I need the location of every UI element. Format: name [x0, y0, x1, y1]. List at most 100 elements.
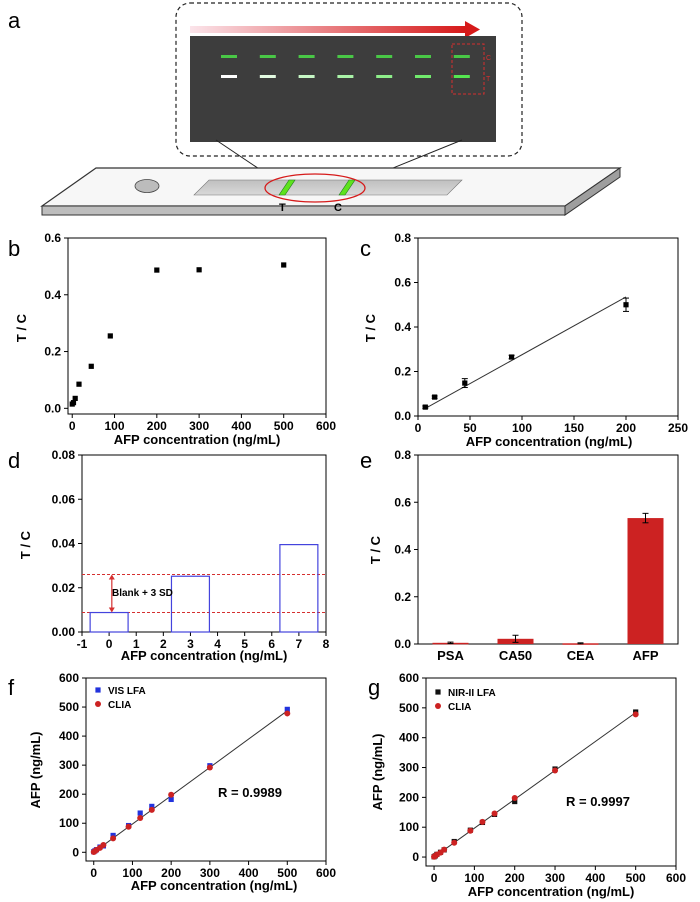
data-point — [623, 302, 629, 308]
fit-line — [425, 296, 627, 409]
b-xtick-label: 600 — [316, 419, 336, 433]
bar — [170, 575, 211, 633]
b-xtick-label: 400 — [231, 419, 251, 433]
data-point — [552, 767, 559, 774]
plot-f-ticks: 0 100 200 300 400 500 600 0 100 200 300 400 500 600 — [59, 671, 336, 880]
plot-b-marks — [69, 262, 287, 407]
legend-marker — [435, 689, 441, 695]
b-ytick-label: 0.2 — [44, 345, 61, 359]
panel-g: g 0 100 200 300 400 500 600 0 100 200 300 400 500 600… — [368, 671, 686, 899]
fit-line — [93, 710, 288, 853]
cassette-front — [41, 205, 566, 216]
plot-g-legend: NIR-II LFA CLIA — [435, 688, 496, 713]
plot-g-ticks: 0 100 200 300 400 500 600 0 100 200 300 400 500 600 — [399, 671, 686, 885]
legend-label: NIR-II LFA — [448, 688, 496, 699]
g-ytick-label: 600 — [399, 671, 419, 685]
plot-c-ylabel: T / C — [363, 313, 378, 342]
g-ytick-label: 500 — [399, 701, 419, 715]
panel-d: d -1 0 1 2 3 4 5 6 7 8 0.00 0.02 0.04 0.06 0.08 Blank … — [8, 448, 330, 663]
b-xtick-label: 500 — [274, 419, 294, 433]
plot-g-annotation: R = 0.9997 — [566, 794, 630, 809]
concentration-label: 3 — [264, 10, 271, 25]
data-point — [512, 798, 518, 805]
e-ytick-label: 0.4 — [394, 543, 411, 557]
f-ytick-label: 400 — [59, 729, 79, 743]
f-ytick-label: 300 — [59, 758, 79, 772]
concentration-label: 90 — [416, 10, 430, 25]
d-xtick-label: 0 — [106, 637, 113, 651]
highlight-box — [451, 43, 485, 95]
control-line — [337, 55, 354, 58]
d-xtick-label: 6 — [268, 637, 275, 651]
data-point — [110, 835, 117, 842]
control-line — [221, 55, 237, 58]
panel-e-label: e — [360, 448, 372, 473]
bar — [627, 518, 664, 644]
g-ytick-label: 100 — [399, 820, 419, 834]
c-xtick-label: 200 — [616, 421, 636, 435]
plot-g-marks — [431, 709, 639, 860]
legend-label: CLIA — [108, 700, 131, 711]
panel-f: f 0 100 200 300 400 500 600 0 100 200 300 400 500 600… — [8, 671, 336, 893]
data-point — [284, 710, 291, 717]
plot-d-xlabel: AFP concentration (ng/mL) — [121, 648, 288, 663]
strip-label-t: T — [279, 202, 286, 214]
data-point — [154, 267, 160, 273]
b-ytick-label: 0.6 — [44, 231, 61, 245]
data-point — [284, 706, 290, 712]
panel-d-label: d — [8, 448, 20, 473]
sd-arrow-head-bottom — [108, 607, 115, 613]
g-ytick-label: 400 — [399, 731, 419, 745]
plot-c-frame — [417, 237, 679, 417]
g-xtick-label: 600 — [666, 871, 686, 885]
plot-b-ylabel: T / C — [14, 313, 29, 342]
concentration-label: 45 — [377, 10, 391, 25]
c-ytick-label: 0.2 — [394, 365, 411, 379]
plot-b-xlabel: AFP concentration (ng/mL) — [114, 432, 281, 447]
g-ytick-label: 200 — [399, 790, 419, 804]
data-point — [196, 267, 202, 273]
d-ytick-label: 0.02 — [52, 581, 76, 595]
plot-d-annotation: Blank + 3 SD — [112, 588, 173, 599]
plot-f-marks — [90, 706, 291, 855]
f-ytick-label: 200 — [59, 787, 79, 801]
panel-e: e 0.0 0.2 0.4 0.6 0.8 PSA CA50 CEA AFP T / C — [360, 448, 679, 663]
plot-e-ticks: 0.0 0.2 0.4 0.6 0.8 PSA CA50 CEA AFP — [394, 448, 659, 663]
data-point — [451, 839, 458, 846]
plot-c-ticks: 0 50 100 150 200 250 0.0 0.2 0.4 0.6 0.8 — [394, 231, 688, 435]
g-xtick-label: 400 — [585, 871, 605, 885]
test-line — [415, 75, 431, 78]
legend-marker — [435, 703, 441, 709]
data-point — [632, 711, 639, 718]
plot-g-ylabel: AFP (ng/mL) — [370, 733, 385, 810]
data-point — [148, 806, 155, 813]
strip-zoom-circle — [264, 173, 366, 203]
f-xtick-label: 500 — [277, 866, 297, 880]
b-xtick-label: 100 — [105, 419, 125, 433]
c-ytick-label: 0.8 — [394, 231, 411, 245]
d-xtick-label: 4 — [214, 637, 221, 651]
f-xtick-label: 0 — [90, 866, 97, 880]
d-xtick-label: 7 — [296, 637, 303, 651]
d-ytick-label: 0.08 — [52, 448, 76, 462]
d-xtick-label: 3 — [187, 637, 194, 651]
gradient-arrow-shaft — [190, 26, 465, 33]
b-ytick-label: 0.0 — [44, 401, 61, 415]
cassette-side — [564, 167, 621, 216]
e-category-label: CEA — [567, 648, 595, 663]
plot-b-ticks: 0 100 200 300 400 500 600 0.0 0.2 0.4 0.6 — [44, 231, 336, 433]
plot-e-marks — [432, 512, 664, 645]
d-ytick-label: 0.00 — [52, 625, 76, 639]
c-xtick-label: 150 — [564, 421, 584, 435]
e-ytick-label: 0.0 — [394, 637, 411, 651]
line-label-t: T — [486, 76, 491, 83]
c-ytick-label: 0.0 — [394, 409, 411, 423]
strip-lines — [221, 55, 470, 78]
concentration-label: 7 — [303, 10, 310, 25]
f-ytick-label: 0 — [72, 845, 79, 859]
sample-well — [134, 179, 160, 193]
data-point — [206, 764, 213, 771]
line-label-c: C — [486, 55, 491, 62]
c-xtick-label: 250 — [668, 421, 688, 435]
